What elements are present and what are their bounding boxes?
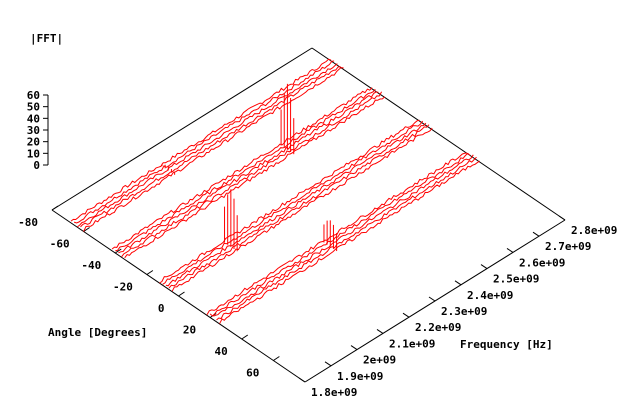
angle-tick-label: 40: [215, 345, 228, 358]
frequency-tick-label: 2.2e+09: [415, 321, 461, 334]
plot-frame: [43, 47, 566, 383]
angle-tick-label: 0: [158, 302, 165, 315]
fft-trace-line: [165, 122, 427, 287]
angle-tick-mark: [178, 291, 185, 297]
z-tick-label: 0: [33, 159, 40, 172]
fft-trace-line: [216, 156, 477, 321]
frequency-tick-mark: [428, 296, 436, 302]
frequency-tick-mark: [532, 231, 540, 237]
fft-trace-line: [124, 96, 386, 259]
fft-trace-line: [115, 88, 376, 252]
fft-trace-line: [162, 120, 424, 285]
z-tick-label: 40: [27, 112, 40, 125]
angle-tick-mark: [241, 334, 249, 340]
frequency-tick-mark: [454, 280, 462, 286]
back-right-edge: [311, 47, 566, 221]
angle-tick-label: 60: [246, 367, 259, 380]
angle-tick-label: 20: [183, 324, 196, 337]
fft-trace-line: [209, 152, 471, 317]
frequency-tick-mark: [350, 345, 358, 351]
fft-trace-line: [171, 127, 433, 292]
frequency-tick-label: 1.9e+09: [337, 370, 383, 383]
frequency-tick-label: 2.6e+09: [519, 256, 565, 269]
frequency-tick-mark: [298, 377, 306, 383]
frequency-tick-mark: [558, 215, 566, 221]
fft-trace-line: [73, 60, 335, 224]
z-tick-label: 60: [27, 89, 40, 102]
fft-trace-line: [213, 154, 474, 317]
fft-trace-line: [83, 66, 344, 232]
fft-trace-line: [118, 91, 379, 254]
frequency-tick-label: 2.7e+09: [545, 240, 591, 253]
fft-peaks: [161, 83, 338, 252]
angle-tick-mark: [114, 248, 122, 254]
z-tick-label: 30: [27, 124, 40, 137]
fft-trace-line: [80, 66, 341, 228]
fft-traces: [70, 58, 480, 324]
angle-axis-title: Angle [Degrees]: [48, 326, 147, 339]
frequency-tick-mark: [402, 312, 410, 318]
z-tick-label: 10: [27, 147, 40, 160]
frequency-tick-label: 2e+09: [363, 354, 396, 367]
frequency-tick-mark: [376, 328, 384, 334]
angle-tick-mark: [51, 205, 59, 211]
angle-tick-label: -60: [50, 238, 70, 251]
angle-tick-label: -80: [18, 216, 38, 229]
back-left-edge: [51, 47, 313, 211]
frequency-axis-title: Frequency [Hz]: [460, 338, 553, 351]
fft-trace-line: [121, 91, 383, 258]
z-tick-label: 50: [27, 101, 40, 114]
fft-trace-line: [168, 124, 430, 289]
z-axis-title: |FFT|: [30, 32, 63, 45]
frequency-tick-label: 1.8e+09: [311, 386, 357, 398]
fft-trace-line: [111, 87, 373, 250]
frequency-tick-label: 2.3e+09: [441, 305, 487, 318]
frequency-tick-mark: [480, 264, 488, 270]
axis-labels: |FFT| Angle [Degrees] Frequency [Hz] 605…: [18, 32, 617, 398]
fft-trace-line: [219, 160, 480, 324]
frequency-tick-label: 2.5e+09: [493, 273, 539, 286]
z-tick-label: 20: [27, 136, 40, 149]
angle-tick-mark: [146, 270, 154, 275]
frequency-tick-mark: [324, 361, 332, 367]
angle-tick-mark: [83, 227, 90, 232]
fft-trace-line: [159, 119, 420, 284]
frequency-tick-label: 2.8e+09: [571, 224, 617, 237]
frequency-tick-label: 2.1e+09: [389, 337, 435, 350]
angle-tick-mark: [273, 356, 280, 361]
frequency-tick-mark: [506, 247, 514, 253]
angle-tick-label: -20: [113, 281, 133, 294]
fft-trace-line: [77, 63, 338, 228]
frequency-tick-label: 2.4e+09: [467, 289, 513, 302]
angle-tick-label: -40: [81, 259, 101, 272]
